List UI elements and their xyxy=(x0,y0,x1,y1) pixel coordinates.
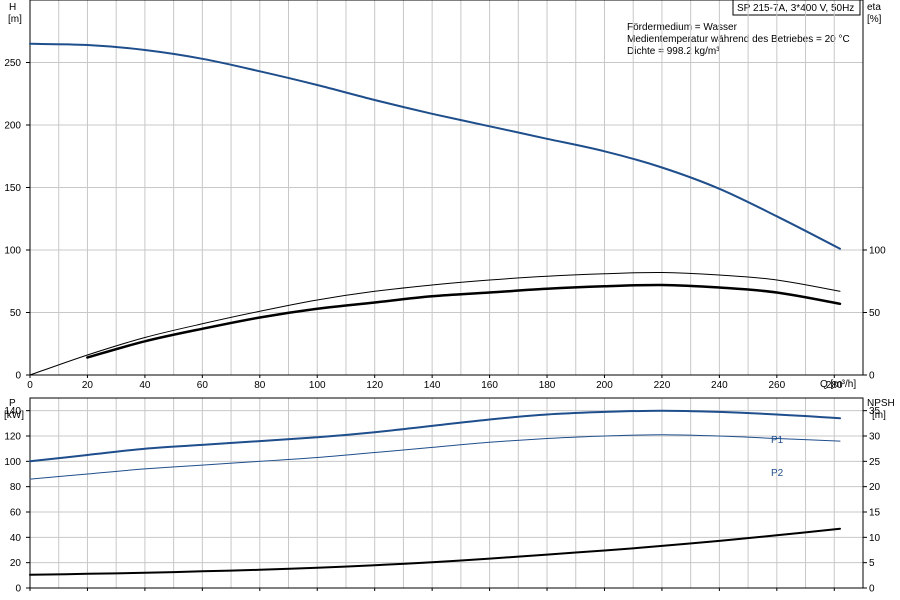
info-line-temperature: Medientemperatur während des Betriebes =… xyxy=(627,34,850,45)
y2-tick-label: 10 xyxy=(869,533,881,544)
x-tick-label: 160 xyxy=(481,380,498,391)
y-tick-label: 0 xyxy=(15,371,21,382)
bottom-grid xyxy=(29,398,863,591)
y-tick-label: 100 xyxy=(4,457,21,468)
y-tick-label: 150 xyxy=(4,183,21,194)
series-line xyxy=(29,42,841,250)
series-line xyxy=(29,271,841,376)
y-tick-label: 200 xyxy=(4,121,21,132)
y-tick-label: 100 xyxy=(4,246,21,257)
y-tick-label: 250 xyxy=(4,58,21,69)
y2-tick-label: 50 xyxy=(869,308,881,319)
x-tick-label: 80 xyxy=(254,380,266,391)
top-y-tick-labels: 0 50 100 150 200 250 xyxy=(4,58,30,382)
series-line xyxy=(29,434,841,480)
x-tick-label: 40 xyxy=(139,380,151,391)
y2-tick-label: 5 xyxy=(869,558,875,569)
series-label-p1: P1 xyxy=(771,435,784,446)
x-tick-label: 260 xyxy=(768,380,785,391)
title-box-text: SP 215-7A, 3*400 V, 50Hz xyxy=(737,3,854,14)
flow-axis-title: Q [m³/h] xyxy=(820,379,856,390)
power-axis-unit: [kW] xyxy=(4,410,24,421)
bottom-y-tick-labels: 0 20 40 60 80 100 120 140 xyxy=(4,406,30,595)
y2-tick-label: 35 xyxy=(869,406,881,417)
y-tick-label: 80 xyxy=(10,482,22,493)
power-npsh-panel: 0 20 40 60 80 100 120 140 0 5 10 15 20 25 30 35 P [kW]… xyxy=(4,397,895,595)
y-tick-label: 120 xyxy=(4,432,21,443)
y-tick-label: 0 xyxy=(15,584,21,595)
title-box: SP 215-7A, 3*400 V, 50Hz xyxy=(732,0,861,16)
y2-tick-label: 0 xyxy=(869,371,875,382)
series-line xyxy=(29,527,841,576)
head-efficiency-panel: 0 20 40 60 80 100 120 140 160 180 200 220 240 260 280 … xyxy=(4,0,886,391)
x-tick-label: 280 xyxy=(826,380,843,391)
top-y2-tick-labels: 0 50 100 xyxy=(863,246,886,382)
y-tick-label: 50 xyxy=(10,308,22,319)
x-tick-label: 240 xyxy=(711,380,728,391)
series-line xyxy=(86,283,842,359)
eta-axis-title: eta xyxy=(867,2,881,13)
top-series xyxy=(29,42,842,376)
info-line-medium: Fördermedium = Wasser xyxy=(627,22,738,33)
x-tick-label: 180 xyxy=(539,380,556,391)
x-tick-label: 20 xyxy=(82,380,94,391)
y-tick-label: 20 xyxy=(10,558,22,569)
power-axis-title: P xyxy=(9,398,16,409)
series-label-p2: P2 xyxy=(771,468,784,479)
npsh-axis-unit: [m] xyxy=(872,410,886,421)
top-x-tick-labels: 0 20 40 60 80 100 120 140 160 180 200 220 240 260 280 xyxy=(27,380,843,391)
bottom-plot-frame xyxy=(29,397,864,589)
y2-tick-label: 30 xyxy=(869,432,881,443)
bottom-y2-tick-labels: 0 5 10 15 20 25 30 35 xyxy=(863,406,881,595)
y-tick-label: 140 xyxy=(4,406,21,417)
eta-axis-unit: [%] xyxy=(867,14,882,25)
head-axis-title: H xyxy=(9,2,16,13)
top-grid xyxy=(29,0,863,378)
npsh-axis-title: NPSH xyxy=(867,398,895,409)
x-tick-label: 200 xyxy=(596,380,613,391)
y2-tick-label: 25 xyxy=(869,457,881,468)
info-line-density: Dichte = 998.2 kg/m³ xyxy=(627,46,720,57)
x-tick-label: 60 xyxy=(197,380,209,391)
series-line xyxy=(29,409,841,463)
x-tick-label: 220 xyxy=(654,380,671,391)
head-axis-unit: [m] xyxy=(8,14,22,25)
x-tick-label: 140 xyxy=(424,380,441,391)
x-tick-label: 120 xyxy=(366,380,383,391)
x-tick-label: 100 xyxy=(309,380,326,391)
y2-tick-label: 0 xyxy=(869,584,875,595)
x-tick-label: 0 xyxy=(27,380,33,391)
y2-tick-label: 100 xyxy=(869,246,886,257)
bottom-series xyxy=(29,409,841,576)
y2-tick-label: 20 xyxy=(869,482,881,493)
y-tick-label: 40 xyxy=(10,533,22,544)
fluid-info: Fördermedium = Wasser Medientemperatur w… xyxy=(627,22,850,57)
y2-tick-label: 15 xyxy=(869,508,881,519)
y-tick-label: 60 xyxy=(10,508,22,519)
